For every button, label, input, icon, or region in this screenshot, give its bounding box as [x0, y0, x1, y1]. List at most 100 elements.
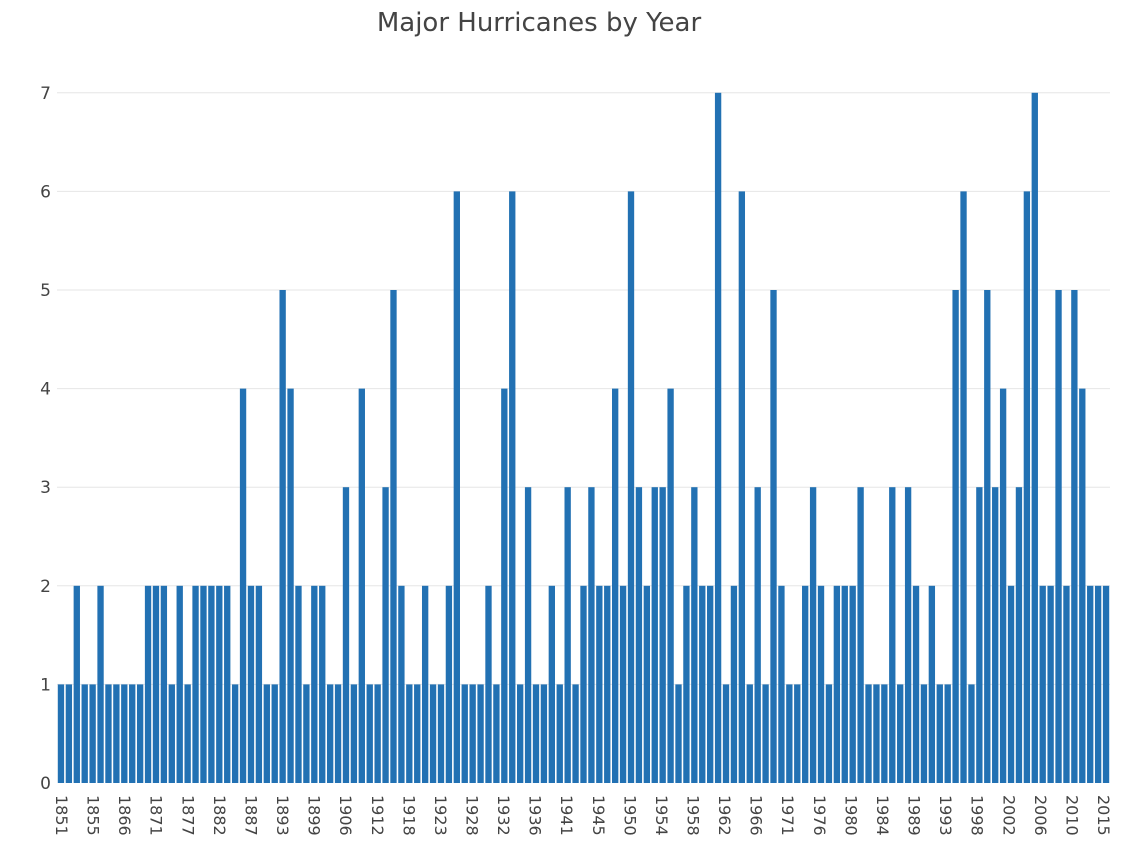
y-axis-ticks: 0 1 2 3 4 5 6 7: [40, 84, 51, 794]
bar: [707, 585, 714, 783]
bar: [912, 585, 920, 783]
bar: [144, 585, 152, 783]
bar: [224, 585, 231, 783]
bar: [1087, 585, 1094, 783]
bar: [794, 684, 801, 783]
bar: [1102, 585, 1110, 783]
bar: [540, 684, 548, 783]
bar: [833, 585, 841, 783]
y-tick-label: 5: [40, 281, 51, 301]
bar: [73, 585, 80, 783]
x-tick-label: 1928: [462, 795, 481, 836]
bar: [469, 684, 476, 783]
bar: [524, 487, 532, 783]
bar: [477, 684, 484, 783]
bar: [564, 487, 571, 783]
x-tick-label: 1998: [968, 795, 987, 836]
y-tick-label: 2: [40, 577, 51, 597]
bar: [295, 585, 302, 783]
chart-title: Major Hurricanes by Year: [376, 8, 702, 38]
bar: [738, 191, 746, 783]
x-tick-label: 1976: [810, 795, 829, 836]
bar: [659, 487, 666, 783]
bar: [200, 585, 207, 783]
bar: [160, 585, 168, 783]
bar: [184, 684, 191, 783]
bar: [635, 487, 643, 783]
bar: [612, 388, 619, 783]
bar: [643, 585, 651, 783]
bar: [1047, 585, 1054, 783]
bar: [604, 585, 611, 783]
x-tick-label: 1971: [778, 795, 797, 836]
x-tick-label: 1962: [715, 795, 734, 836]
x-tick-label: 1899: [305, 795, 324, 836]
bar: [57, 684, 65, 783]
bar: [208, 585, 215, 783]
bar: [239, 388, 247, 783]
bar: [928, 585, 936, 783]
x-tick-label: 1877: [178, 795, 197, 836]
bar: [849, 585, 856, 783]
bar: [722, 684, 730, 783]
x-tick-label: 1906: [336, 795, 355, 836]
bar: [675, 684, 682, 783]
bar: [714, 92, 722, 783]
bar: [825, 684, 833, 783]
bar: [303, 684, 310, 783]
bar: [1071, 289, 1078, 783]
bar: [152, 585, 160, 783]
bar: [588, 487, 595, 783]
y-tick-label: 6: [40, 182, 51, 202]
x-tick-label: 1912: [368, 795, 387, 836]
bar: [129, 684, 136, 783]
bar: [1023, 191, 1031, 783]
y-tick-label: 4: [40, 380, 51, 400]
x-axis-ticks: 1851 1855 1866 1871 1877 1882 1887 1893 1899 1906…: [52, 795, 1113, 836]
bars: [57, 92, 1110, 783]
bar: [366, 684, 373, 783]
x-tick-label: 1932: [494, 795, 513, 836]
bar: [461, 684, 468, 783]
bar: [920, 684, 928, 783]
bar: [89, 684, 96, 783]
bar: [532, 684, 540, 783]
bar: [1031, 92, 1038, 783]
bar: [437, 684, 445, 783]
bar: [216, 585, 223, 783]
bar: [406, 684, 413, 783]
y-tick-label: 3: [40, 478, 51, 498]
y-tick-label: 0: [40, 774, 51, 794]
x-tick-label: 1893: [273, 795, 292, 836]
x-tick-label: 1871: [147, 795, 166, 836]
bar: [121, 684, 128, 783]
bar: [976, 487, 983, 783]
x-tick-label: 1882: [210, 795, 229, 836]
bar: [572, 684, 579, 783]
bar: [580, 585, 587, 783]
bar: [176, 585, 183, 783]
bar: [1063, 585, 1070, 783]
bar: [1094, 585, 1102, 783]
bar: [97, 585, 104, 783]
bar: [881, 684, 888, 783]
bar: [509, 191, 516, 783]
y-tick-label: 1: [40, 675, 51, 695]
x-tick-label: 1918: [399, 795, 418, 836]
bar: [1055, 289, 1062, 783]
bar: [374, 684, 381, 783]
bar: [105, 684, 112, 783]
bar: [1039, 585, 1046, 783]
bar: [382, 487, 389, 783]
x-tick-label: 2006: [1031, 795, 1050, 836]
bar: [619, 585, 627, 783]
x-tick-label: 1923: [431, 795, 450, 836]
bar: [857, 487, 864, 783]
bar: [651, 487, 658, 783]
bar: [683, 585, 690, 783]
x-tick-label: 1851: [52, 795, 71, 836]
y-tick-label: 7: [40, 84, 51, 104]
bar: [1015, 487, 1023, 783]
bar: [952, 289, 959, 783]
x-tick-label: 1993: [936, 795, 955, 836]
